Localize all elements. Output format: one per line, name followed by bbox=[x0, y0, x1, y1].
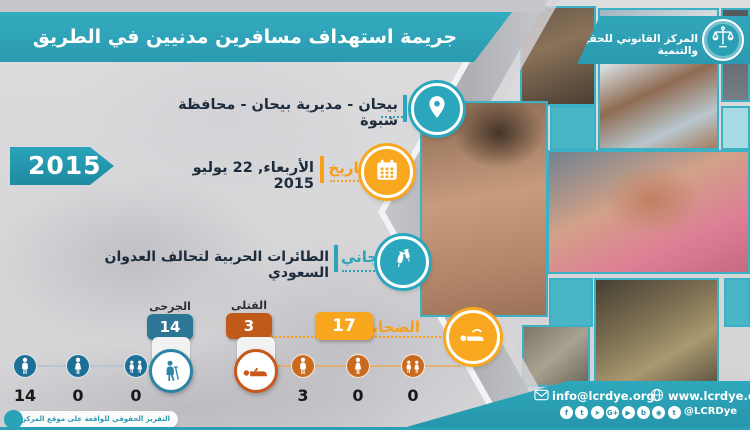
killed-women-count: 0 bbox=[352, 386, 364, 405]
collage-teal-tile-1 bbox=[550, 106, 596, 150]
wounded-men-count: 14 bbox=[13, 386, 37, 405]
collage-teal-tile-3 bbox=[549, 278, 593, 327]
wounded-children-count: 0 bbox=[130, 386, 142, 405]
footer-email[interactable]: info@lcrdye.org bbox=[552, 389, 655, 403]
date-marker bbox=[361, 146, 413, 198]
photo-injured-child-left bbox=[420, 101, 548, 317]
map-pin-icon bbox=[424, 94, 450, 124]
location-marker bbox=[411, 83, 463, 135]
report-note-link[interactable]: التقرير الحقوقي للواقعة على موقع المركز … bbox=[14, 411, 178, 428]
scales-of-justice-icon bbox=[710, 25, 736, 55]
facebook-icon[interactable]: f bbox=[560, 406, 573, 419]
collage-teal-tile-2 bbox=[721, 106, 750, 150]
killed-children-count: 0 bbox=[407, 386, 419, 405]
killed-men-icon bbox=[291, 354, 315, 378]
google-plus-icon[interactable]: G+ bbox=[606, 406, 620, 419]
footer-website[interactable]: www.lcrdye.org bbox=[668, 389, 750, 403]
date-text: الأربعاء, 22 يوليو 2015 bbox=[192, 160, 314, 192]
envelope-icon bbox=[534, 389, 549, 404]
org-name: المركز القانوني للحقوق والتنمية bbox=[573, 33, 698, 57]
report-note-dot bbox=[4, 410, 23, 429]
victims-marker bbox=[446, 310, 500, 364]
tumblr-icon[interactable]: t bbox=[667, 406, 681, 419]
victims-label: الضحايا bbox=[366, 318, 420, 336]
social-icons-row: f t ➤ G+ ▶ b ◉ t bbox=[560, 406, 682, 420]
wounded-children-icon bbox=[124, 354, 148, 378]
twitter-icon[interactable]: t bbox=[575, 406, 589, 419]
telegram-icon[interactable]: ➤ bbox=[590, 406, 604, 419]
title-banner: جريمة استهداف مسافرين مدنيين في الطريق ا… bbox=[0, 12, 512, 62]
wounded-connector-line bbox=[25, 365, 171, 367]
calendar-icon bbox=[374, 157, 400, 187]
year-badge: 2015 bbox=[10, 147, 114, 185]
wounded-women-icon bbox=[66, 354, 90, 378]
wounded-men-icon bbox=[13, 354, 37, 378]
killed-men-count: 3 bbox=[297, 386, 309, 405]
location-accent-bar bbox=[403, 95, 407, 122]
wounded-women-count: 0 bbox=[72, 386, 84, 405]
instagram-icon[interactable]: ◉ bbox=[652, 406, 666, 419]
collage-teal-tile-4 bbox=[724, 278, 750, 327]
location-text: بيحان - مديرية بيحان - محافظة شبوة bbox=[178, 97, 398, 129]
killed-group-icon bbox=[234, 349, 278, 393]
bottom-accent-line bbox=[0, 427, 750, 430]
date-dotted-line bbox=[330, 180, 378, 182]
location-dotted-line bbox=[381, 116, 407, 118]
org-logo bbox=[702, 19, 744, 61]
bombs-icon bbox=[390, 247, 416, 277]
wounded-label: الجرحى bbox=[149, 300, 191, 313]
date-accent-bar bbox=[320, 156, 324, 183]
victim-body-icon bbox=[458, 325, 488, 349]
globe-icon bbox=[650, 388, 664, 405]
photo-injured-child-right bbox=[547, 150, 750, 274]
perpetrator-text: الطائرات الحربية لتحالف العدوان السعودي bbox=[104, 249, 329, 281]
killed-label: القتلى bbox=[231, 299, 267, 312]
wounded-total-box: 14 bbox=[147, 314, 193, 340]
youtube-icon[interactable]: ▶ bbox=[621, 406, 635, 419]
victims-total-box: 17 bbox=[315, 312, 373, 340]
perpetrator-marker bbox=[377, 236, 429, 288]
blogger-icon[interactable]: b bbox=[636, 406, 650, 419]
page-title: جريمة استهداف مسافرين مدنيين في الطريق ا… bbox=[32, 26, 458, 98]
killed-children-icon bbox=[401, 354, 425, 378]
social-handle: @LCRDye bbox=[684, 406, 738, 417]
killed-women-icon bbox=[346, 354, 370, 378]
perpetrator-accent-bar bbox=[334, 245, 338, 272]
top-strip bbox=[0, 0, 545, 12]
photo-hospital-scene bbox=[594, 278, 719, 386]
wounded-group-icon bbox=[149, 349, 193, 393]
killed-total-box: 3 bbox=[226, 313, 272, 339]
perpetrator-label: الجاني bbox=[340, 248, 389, 266]
perpetrator-dotted-line bbox=[342, 270, 398, 272]
